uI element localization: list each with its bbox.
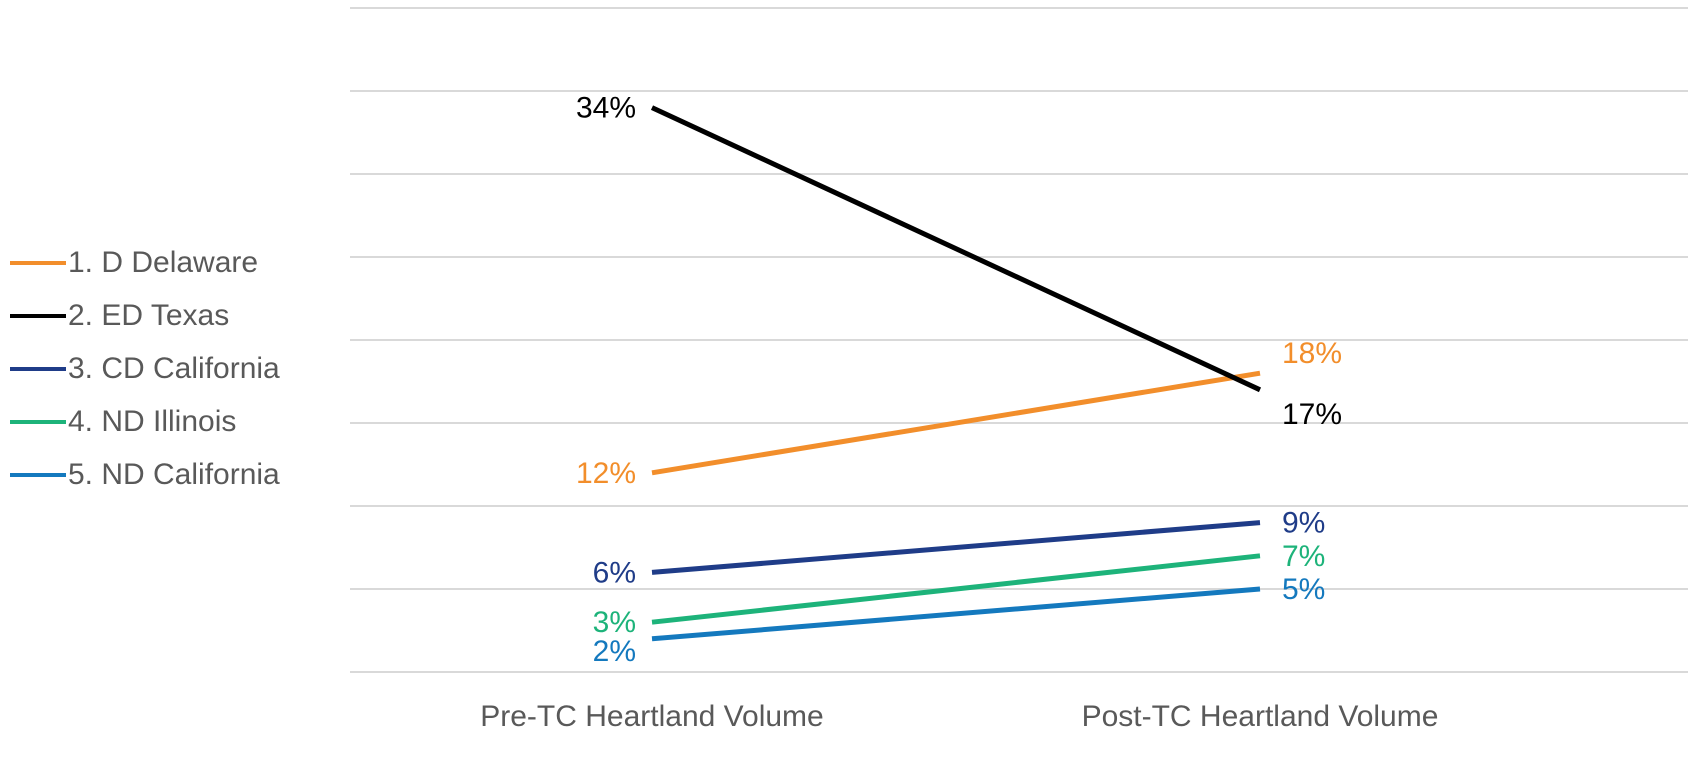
data-label: 9% xyxy=(1282,507,1325,540)
legend-item: 2. ED Texas xyxy=(10,289,280,342)
legend-swatch xyxy=(10,366,66,371)
data-label: 17% xyxy=(1282,398,1342,431)
x-tick-label: Post-TC Heartland Volume xyxy=(1082,700,1439,733)
legend-swatch xyxy=(10,419,66,424)
chart-legend: 1. D Delaware 2. ED Texas 3. CD California… xyxy=(10,236,280,501)
series-line-4 xyxy=(651,553,1261,625)
legend-item: 3. CD California xyxy=(10,342,280,395)
legend-label: 3. CD California xyxy=(68,351,280,385)
data-label: 6% xyxy=(593,556,636,589)
data-label: 12% xyxy=(576,457,636,490)
data-label: 2% xyxy=(593,635,636,668)
series-line-5 xyxy=(651,586,1261,642)
legend-item: 4. ND Illinois xyxy=(10,395,280,448)
legend-label: 1. D Delaware xyxy=(68,245,259,279)
legend-swatch xyxy=(10,472,66,477)
legend-swatch xyxy=(10,260,66,265)
data-label: 7% xyxy=(1282,540,1325,573)
legend-label: 4. ND Illinois xyxy=(68,404,237,438)
data-label: 3% xyxy=(593,606,636,639)
legend-item: 5. ND California xyxy=(10,448,280,501)
legend-label: 2. ED Texas xyxy=(68,298,230,332)
series-line-2 xyxy=(650,105,1262,393)
series-line-1 xyxy=(651,370,1261,476)
data-label: 18% xyxy=(1282,337,1342,370)
data-label: 34% xyxy=(576,92,636,125)
legend-item: 1. D Delaware xyxy=(10,236,280,289)
series-line-3 xyxy=(651,520,1261,575)
legend-label: 5. ND California xyxy=(68,457,280,491)
data-label: 5% xyxy=(1282,573,1325,606)
x-tick-label: Pre-TC Heartland Volume xyxy=(480,700,823,733)
legend-swatch xyxy=(10,313,66,318)
